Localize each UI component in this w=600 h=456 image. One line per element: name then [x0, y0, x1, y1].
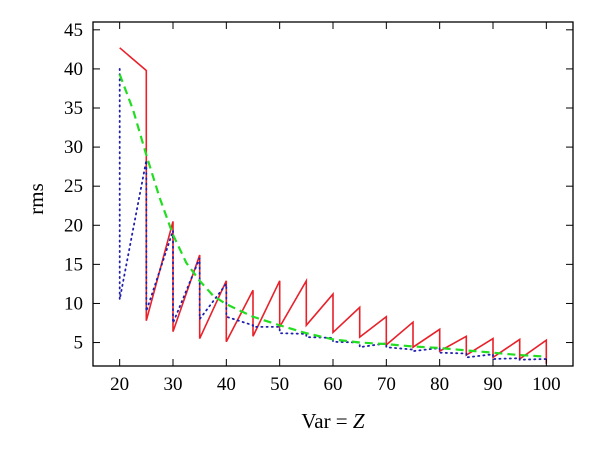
y-tick-label: 40 [64, 59, 83, 80]
x-axis-label-variable: Z [353, 409, 365, 433]
y-tick-label: 15 [64, 254, 83, 275]
series-line-dashed [118, 74, 547, 358]
x-tick-label: 90 [484, 374, 503, 395]
x-tick-label: 20 [110, 374, 129, 395]
x-tick-label: 60 [324, 374, 343, 395]
x-tick-label: 80 [430, 374, 449, 395]
y-tick-label: 10 [64, 293, 83, 314]
x-tick-label: 100 [532, 374, 561, 395]
x-tick-label: 40 [217, 374, 236, 395]
x-tick-label: 30 [164, 374, 183, 395]
x-tick-label: 70 [377, 374, 396, 395]
series-line-dotted [118, 68, 548, 361]
y-axis-label: rms [24, 183, 48, 215]
series-line-solid [119, 47, 548, 364]
y-tick-label: 5 [74, 333, 84, 354]
y-tick-label: 25 [64, 176, 83, 197]
x-axis-label: Var = Z [301, 409, 365, 433]
tick-layer: 20 30 40 50 60 70 80 90 100 5 10 15 20 25 30 35 40 45 [64, 20, 573, 395]
series-layer [118, 47, 548, 364]
y-tick-label: 20 [64, 215, 83, 236]
x-axis-label-prefix: Var = [301, 409, 353, 433]
y-tick-label: 35 [64, 98, 83, 119]
y-tick-label: 45 [64, 20, 83, 41]
x-tick-label: 50 [270, 374, 289, 395]
y-tick-label: 30 [64, 137, 83, 158]
